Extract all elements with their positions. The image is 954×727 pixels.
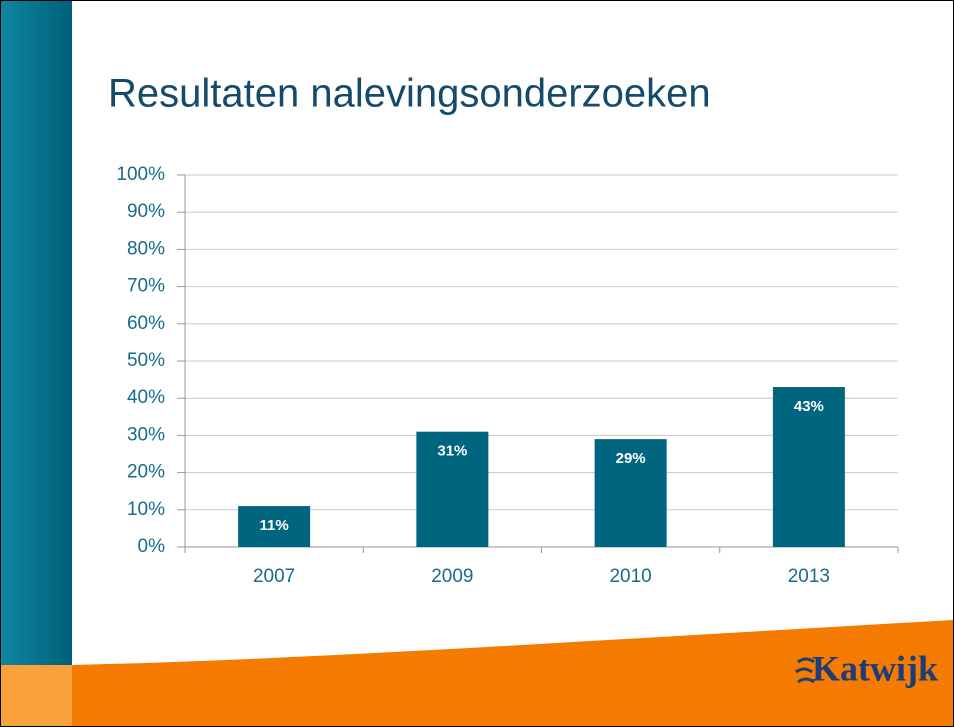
bar [416,431,489,547]
x-tick-label: 2010 [609,566,651,587]
bar [238,506,311,547]
y-tick-label: 10% [127,499,165,520]
logo-waves [795,657,815,684]
bar [594,439,667,547]
value-label: 31% [437,443,467,460]
value-label: 11% [260,517,289,534]
y-tick-label: 20% [127,462,165,483]
y-tick-label: 100% [116,164,165,185]
x-tick-label: 2013 [788,566,830,587]
y-tick-label: 90% [127,201,165,222]
bar [772,387,845,547]
side-bar [1,1,72,665]
corner [1,665,72,726]
y-tick-label: 80% [127,238,165,259]
chart-title: Resultaten nalevingsonderzoeken [108,72,711,116]
bottom-wave [72,620,953,726]
y-tick-label: 70% [127,276,165,297]
logo: Katwijk [795,648,938,688]
y-tick-label: 0% [138,536,166,557]
y-tick-label: 40% [127,387,165,408]
y-tick-label: 60% [127,313,165,334]
logo-text: Katwijk [812,648,938,688]
value-label: 43% [794,398,824,415]
y-tick-label: 30% [127,424,165,445]
value-label: 29% [616,450,646,467]
x-tick-label: 2009 [431,566,473,587]
y-tick-label: 50% [127,350,165,371]
x-tick-label: 2007 [253,566,295,587]
